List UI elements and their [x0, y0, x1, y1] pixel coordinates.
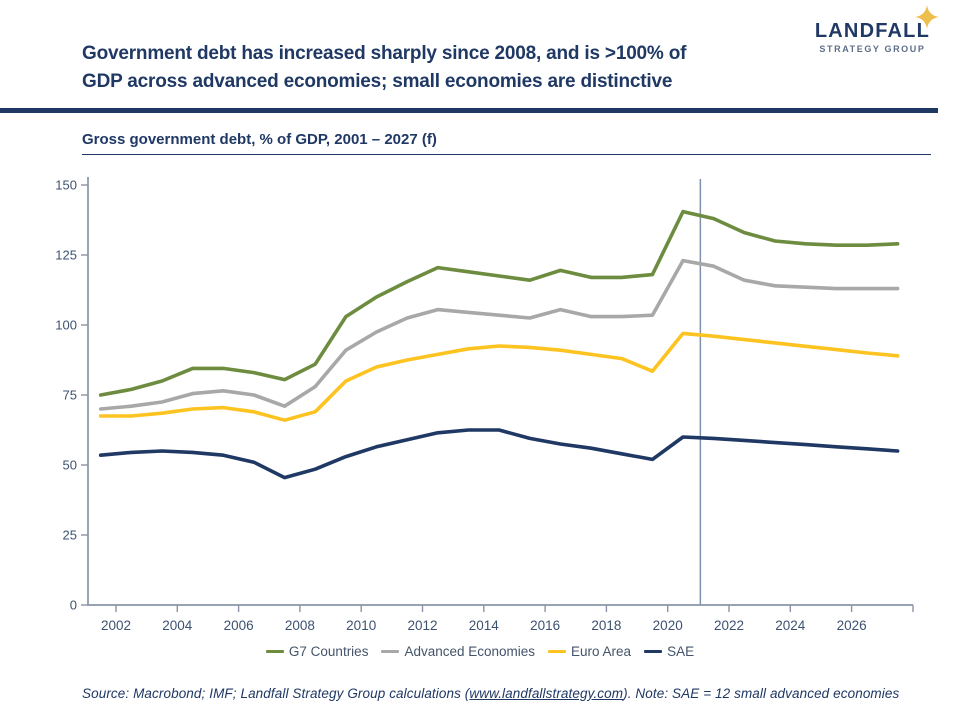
x-tick-label: 2006	[224, 618, 254, 633]
legend-swatch-icon	[548, 649, 567, 654]
x-tick-label: 2004	[162, 618, 193, 633]
chart-legend: G7 Countries Advanced Economies Euro Area S…	[0, 644, 960, 659]
x-tick-label: 2002	[101, 618, 131, 633]
legend-swatch-icon	[381, 649, 400, 654]
x-tick-label: 2014	[469, 618, 500, 633]
y-tick-label: 25	[63, 528, 77, 543]
legend-label: SAE	[667, 644, 695, 659]
x-tick-label: 2020	[653, 618, 683, 633]
y-tick-label: 100	[55, 318, 77, 333]
x-tick-label: 2008	[285, 618, 315, 633]
legend-item-euro-area: Euro Area	[548, 644, 631, 659]
logo-name: LANDFALL	[814, 20, 930, 42]
y-tick-label: 0	[70, 598, 77, 613]
landfall-logo: LANDFALL STRATEGY GROUP	[814, 5, 939, 54]
page-title-line2: GDP across advanced economies; small eco…	[82, 71, 673, 92]
sparkle-star-icon	[915, 5, 939, 29]
series-line-advanced-economies	[98, 258, 900, 411]
series-line-euro-area	[98, 331, 900, 422]
series-line-g7-countries	[98, 209, 900, 397]
logo-subname: STRATEGY GROUP	[819, 44, 926, 54]
legend-swatch-icon	[265, 649, 284, 654]
y-tick-label: 50	[63, 458, 77, 473]
x-tick-label: 2016	[530, 618, 560, 633]
x-tick-label: 2018	[591, 618, 621, 633]
x-tick-label: 2026	[837, 618, 867, 633]
series-line-sae	[98, 428, 900, 480]
y-tick-label: 125	[55, 248, 77, 263]
source-link[interactable]: www.landfallstrategy.com	[469, 686, 624, 701]
x-tick-label: 2012	[407, 618, 437, 633]
legend-item-g7-countries: G7 Countries	[265, 644, 369, 659]
line-chart: 0 25 50 75 100 125 150 2002 2004 2006 2008 2010 2012…	[55, 177, 914, 633]
y-tick-label: 75	[63, 388, 77, 403]
legend-item-advanced-economies: Advanced Economies	[381, 644, 535, 659]
source-note: Source: Macrobond; IMF; Landfall Strateg…	[82, 686, 944, 701]
chart-title: Gross government debt, % of GDP, 2001 – …	[82, 131, 437, 148]
page-title: Government debt has increased sharply si…	[82, 40, 686, 96]
chart-heading-rule: Gross government debt, % of GDP, 2001 – …	[82, 131, 931, 155]
x-tick-label: 2024	[775, 618, 806, 633]
y-tick-label: 150	[55, 178, 77, 193]
source-text-suffix: ). Note: SAE = 12 small advanced economi…	[623, 686, 900, 701]
x-tick-label: 2010	[346, 618, 376, 633]
source-text-prefix: Source: Macrobond; IMF; Landfall Strateg…	[82, 686, 470, 701]
legend-label: Euro Area	[571, 644, 632, 659]
x-tick-label: 2022	[714, 618, 744, 633]
legend-label: G7 Countries	[288, 644, 369, 659]
legend-swatch-icon	[644, 649, 663, 654]
title-divider	[0, 108, 938, 113]
legend-item-sae: SAE	[644, 644, 694, 659]
legend-label: Advanced Economies	[404, 644, 536, 659]
page-title-line1: Government debt has increased sharply si…	[82, 43, 687, 64]
